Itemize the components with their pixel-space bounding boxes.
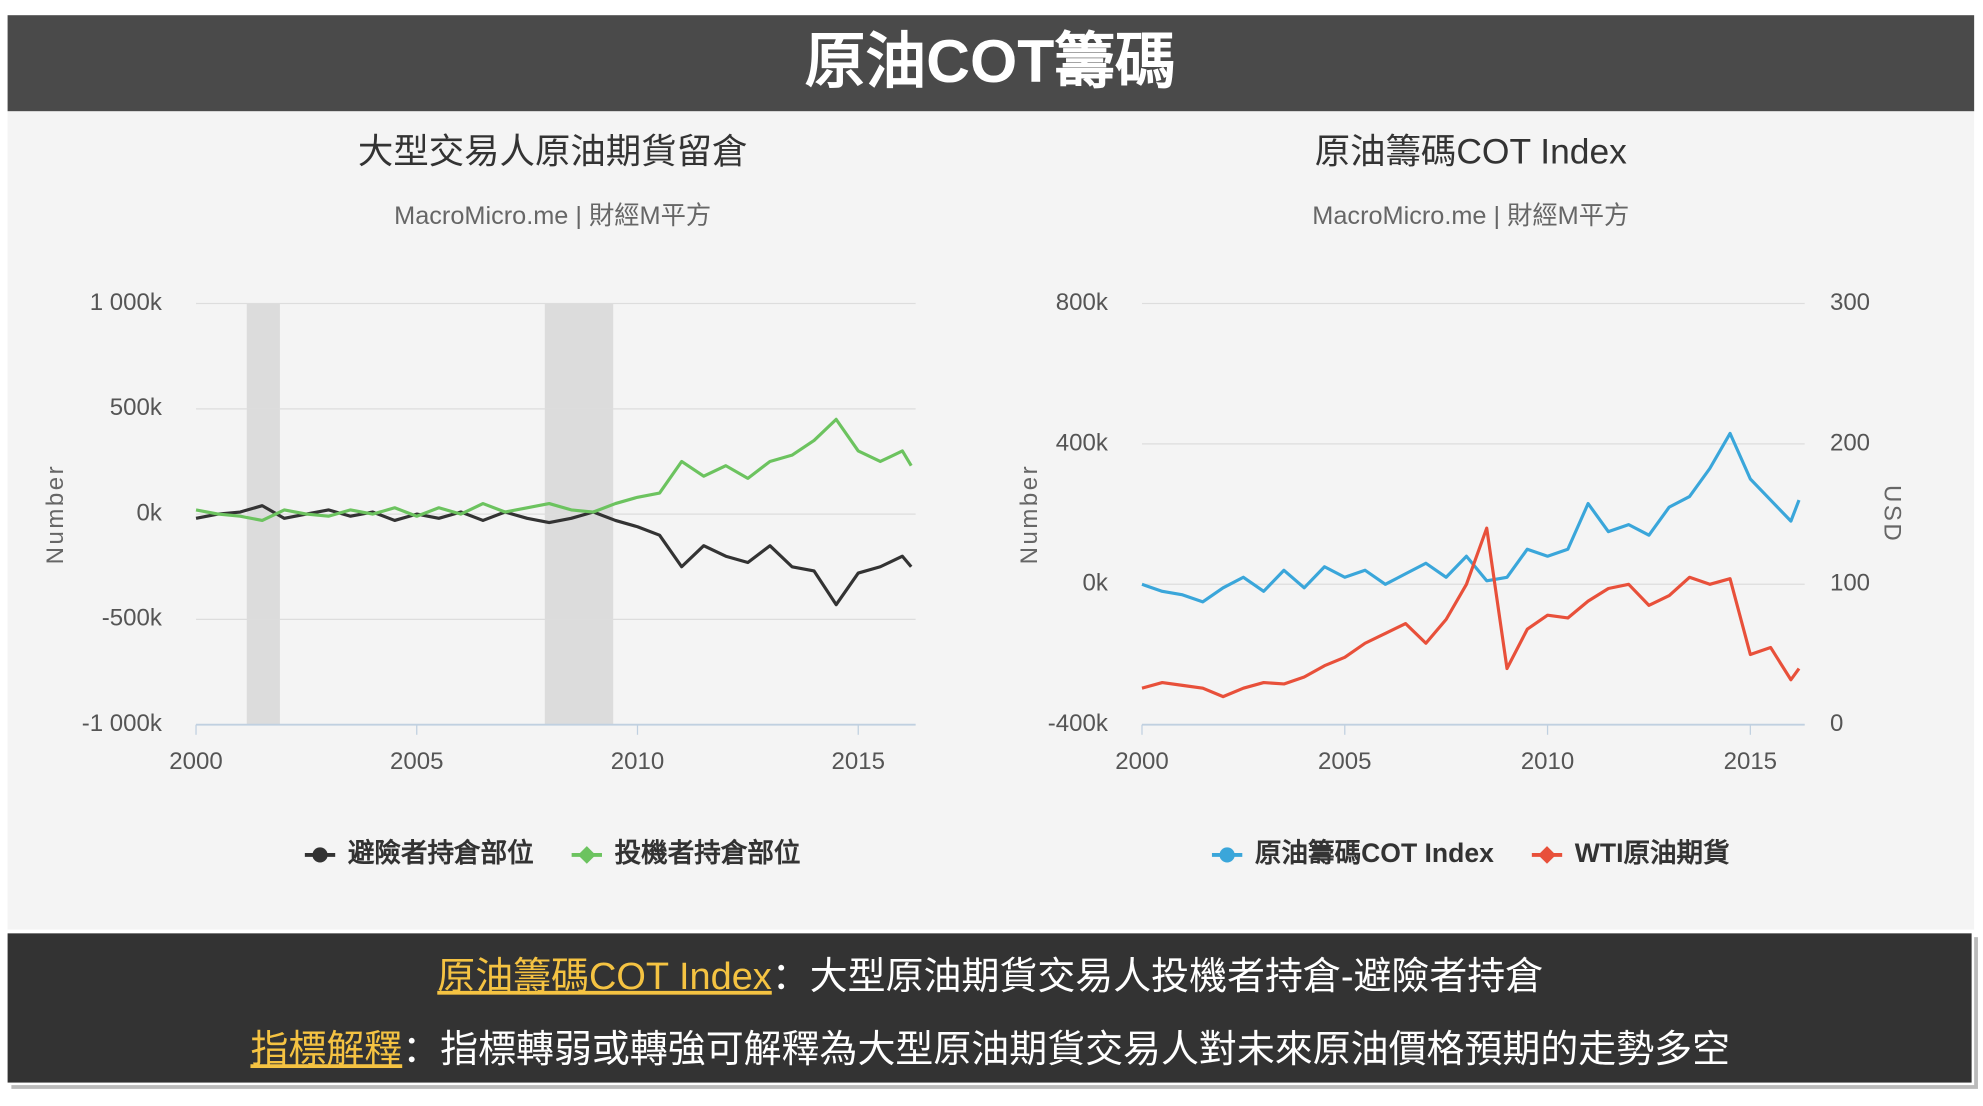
y-tick-label: 500k [110, 394, 163, 421]
header-bar [7, 15, 1975, 112]
x-tick-label: 2000 [169, 748, 222, 775]
chart-title: 原油籌碼COT Index [1315, 132, 1627, 172]
chart-title: 大型交易人原油期貨留倉 [358, 132, 747, 172]
x-tick-label: 2010 [1521, 748, 1574, 775]
legend-label: 原油籌碼COT Index [1255, 838, 1494, 868]
y-tick-label: 1 000k [90, 289, 163, 316]
legend-marker [1538, 846, 1556, 864]
y-tick-label: -1 000k [82, 710, 163, 737]
legend-label: 避險者持倉部位 [348, 838, 534, 868]
footer-text: ：指標轉弱或轉強可解釋為大型原油期貨交易人對未來原油價格預期的走勢多空 [402, 1029, 1730, 1071]
footer-box [5, 930, 1975, 1086]
y2-axis-label: USD [1878, 485, 1905, 543]
chart-area [7, 111, 1975, 930]
y-tick-label: -400k [1048, 710, 1109, 737]
y-axis-label: Number [42, 464, 69, 565]
y-axis-label: Number [1016, 464, 1043, 565]
y2-tick-label: 0 [1830, 710, 1843, 737]
y-tick-label: 0k [137, 499, 163, 526]
x-tick-label: 2005 [390, 748, 443, 775]
y2-tick-label: 200 [1830, 429, 1870, 456]
x-tick-label: 2015 [1724, 748, 1777, 775]
y-tick-label: -500k [102, 605, 163, 632]
x-tick-label: 2000 [1115, 748, 1168, 775]
x-tick-label: 2005 [1318, 748, 1371, 775]
series-line [195, 504, 913, 607]
footer-line: 指標解釋：指標轉弱或轉強可解釋為大型原油期貨交易人對未來原油價格預期的走勢多空 [250, 1029, 1730, 1071]
series-line [1141, 526, 1801, 699]
x-tick-label: 2010 [611, 748, 664, 775]
y2-tick-label: 100 [1830, 570, 1870, 597]
footer-term: 指標解釋 [250, 1029, 402, 1071]
footer-text: ：大型原油期貨交易人投機者持倉-避險者持倉 [772, 956, 1543, 998]
footer-term: 原油籌碼COT Index [437, 956, 772, 998]
chart-subtitle: MacroMicro.me | 財經M平方 [1312, 202, 1629, 230]
y-tick-label: 0k [1082, 570, 1108, 597]
legend-marker [1219, 847, 1235, 863]
page-title: 原油COT籌碼 [805, 27, 1176, 95]
x-tick-label: 2015 [832, 748, 885, 775]
footer-line: 原油籌碼COT Index：大型原油期貨交易人投機者持倉-避險者持倉 [437, 956, 1543, 998]
y-tick-label: 400k [1056, 429, 1109, 456]
chart-subtitle: MacroMicro.me | 財經M平方 [394, 202, 711, 230]
y2-tick-label: 300 [1830, 289, 1870, 316]
legend-label: WTI原油期貨 [1575, 838, 1730, 868]
legend-label: 投機者持倉部位 [615, 838, 801, 868]
series-line [1141, 431, 1801, 604]
series-line [195, 417, 913, 523]
y-tick-label: 800k [1056, 289, 1109, 316]
legend-marker [312, 847, 328, 863]
